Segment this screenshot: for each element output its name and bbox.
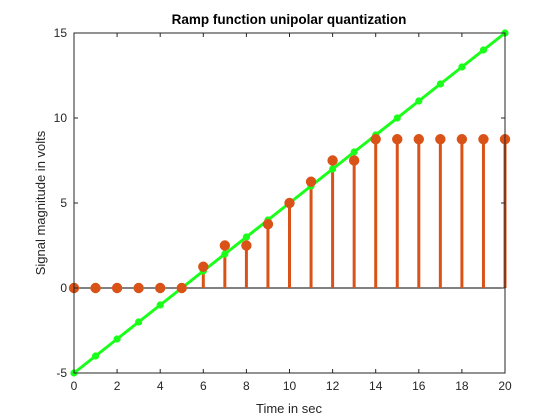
- quantized-point: [111, 282, 123, 294]
- ramp-point: [436, 80, 444, 88]
- ramp-point: [350, 148, 358, 156]
- x-tick-label: 0: [71, 379, 78, 393]
- x-tick-label: 20: [498, 379, 512, 393]
- x-tick-label: 8: [243, 379, 250, 393]
- quantized-markers: [68, 134, 511, 294]
- quantized-point: [284, 197, 295, 209]
- ramp-point: [221, 250, 229, 258]
- ramp-point: [458, 63, 466, 71]
- ramp-point: [479, 46, 488, 54]
- x-tick-label: 18: [455, 379, 469, 393]
- x-tick-label: 4: [157, 379, 164, 393]
- quantized-point: [155, 282, 166, 294]
- quantized-point: [348, 155, 360, 166]
- quantized-point: [90, 282, 101, 294]
- y-tick-label: 5: [60, 196, 67, 210]
- y-tick-label: 10: [54, 111, 68, 125]
- quantized-point: [435, 134, 446, 145]
- ramp-point: [393, 114, 401, 122]
- x-tick-label: 2: [114, 379, 121, 393]
- tick-labels: 0 2 4 6 8 10 12 14 16 18 20 -5 0 5 10 15: [54, 26, 512, 393]
- ramp-point: [113, 335, 121, 343]
- quantized-point: [327, 155, 338, 166]
- quantized-point: [456, 134, 468, 145]
- ramp-point: [415, 97, 423, 105]
- ramp-point: [135, 318, 143, 326]
- ramp-point: [91, 352, 100, 360]
- quantized-point: [478, 134, 489, 145]
- quantized-point: [241, 240, 252, 251]
- ramp-point: [242, 233, 250, 241]
- x-axis-label: Time in sec: [256, 401, 322, 416]
- quantized-point: [219, 240, 231, 251]
- x-tick-label: 6: [200, 379, 207, 393]
- quantized-point: [198, 261, 209, 272]
- x-tick-label: 14: [369, 379, 383, 393]
- x-tick-label: 12: [326, 379, 340, 393]
- ramp-point: [329, 165, 337, 173]
- axes: [73, 32, 506, 374]
- y-tick-label: -5: [56, 366, 67, 380]
- quantized-point: [133, 282, 144, 294]
- quantized-point: [413, 134, 424, 145]
- quantized-point: [305, 176, 317, 187]
- quantized-point: [370, 134, 381, 145]
- y-tick-label: 15: [54, 26, 68, 40]
- quantized-point: [392, 134, 403, 145]
- y-tick-label: 0: [60, 281, 67, 295]
- y-axis-label: Signal magnitude in volts: [33, 130, 48, 275]
- ramp-point: [156, 301, 164, 309]
- quantized-point: [176, 282, 187, 294]
- x-tick-label: 16: [412, 379, 426, 393]
- x-tick-label: 10: [283, 379, 297, 393]
- quantized-point: [262, 219, 274, 230]
- quantized-stems: [74, 139, 507, 289]
- chart-title: Ramp function unipolar quantization: [172, 12, 407, 27]
